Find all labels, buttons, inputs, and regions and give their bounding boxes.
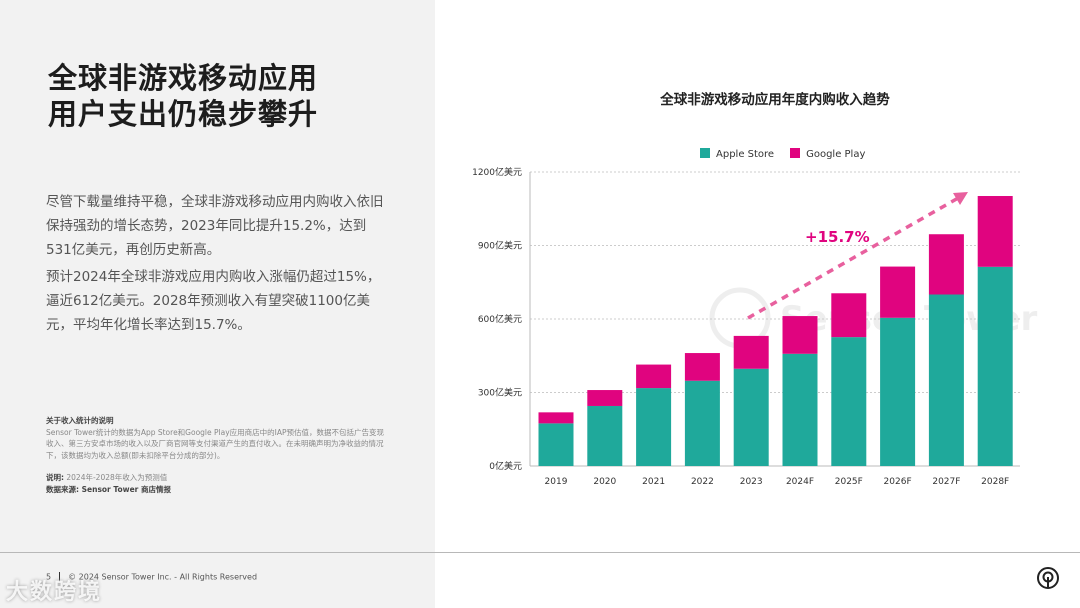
- legend-swatch-google: [790, 148, 801, 158]
- note-body: Sensor Tower统计的数据为App Store和Google Play应…: [46, 427, 385, 460]
- x-tick-label: 2026F: [884, 477, 912, 487]
- watermark: 大数跨境: [6, 580, 103, 605]
- explain-text: 2024年-2028年收入为预测值: [66, 473, 168, 482]
- page-title: 全球非游戏移动应用 用户支出仍稳步攀升: [48, 60, 318, 132]
- bar-google-2021: [636, 364, 672, 389]
- x-tick-label: 2028F: [981, 477, 1009, 487]
- explain-label: 说明:: [46, 473, 64, 482]
- legend-label-apple: Apple Store: [716, 149, 775, 160]
- bar-apple-2027F: [928, 294, 964, 466]
- x-tick-label: 2020: [593, 477, 616, 487]
- bar-chart: Sensor Tower0亿美元300亿美元600亿美元900亿美元1200亿美…: [472, 166, 1037, 487]
- x-tick-label: 2023: [740, 477, 763, 487]
- footer-divider: [0, 552, 1080, 553]
- paragraph-2: 预计2024年全球非游戏应用内购收入涨幅仍超过15%，逼近612亿美元。2028…: [46, 269, 381, 333]
- notes: 关于收入统计的说明 Sensor Tower统计的数据为App Store和Go…: [46, 415, 391, 495]
- bar-google-2026F: [880, 266, 916, 318]
- bar-apple-2025F: [831, 337, 867, 466]
- y-tick-label: 0亿美元: [489, 460, 522, 472]
- bar-apple-2022: [684, 380, 720, 466]
- note-heading: 关于收入统计的说明: [46, 416, 114, 425]
- x-tick-label: 2024F: [786, 477, 814, 487]
- footer-separator: [59, 572, 61, 582]
- x-tick-label: 2019: [545, 477, 568, 487]
- title-line-1: 全球非游戏移动应用: [48, 61, 319, 95]
- paragraph-1: 尽管下载量维持平稳，全球非游戏移动应用内购收入依旧保持强劲的增长态势，2023年…: [46, 194, 384, 258]
- x-tick-label: 2021: [642, 477, 665, 487]
- y-tick-label: 300亿美元: [478, 387, 522, 399]
- bar-apple-2019: [538, 423, 574, 466]
- bar-apple-2020: [587, 405, 623, 466]
- legend-apple: Apple Store: [700, 148, 774, 160]
- y-tick-label: 900亿美元: [478, 240, 522, 252]
- y-tick-label: 1200亿美元: [472, 166, 522, 178]
- bar-google-2019: [538, 412, 574, 424]
- x-tick-label: 2022: [691, 477, 714, 487]
- legend-google: Google Play: [790, 148, 865, 160]
- page-number: 5: [46, 572, 52, 582]
- x-tick-label: 2027F: [932, 477, 960, 487]
- bar-apple-2028F: [977, 266, 1013, 466]
- bar-apple-2024F: [782, 353, 818, 466]
- legend-label-google: Google Play: [806, 149, 866, 160]
- bar-google-2022: [684, 353, 720, 381]
- growth-annotation: +15.7%: [805, 228, 870, 246]
- copyright: © 2024 Sensor Tower Inc. - All Rights Re…: [68, 572, 258, 582]
- bar-google-2023: [733, 335, 769, 369]
- bar-google-2027F: [928, 234, 964, 295]
- y-tick-label: 600亿美元: [478, 313, 522, 325]
- footer: 5 © 2024 Sensor Tower Inc. - All Rights R…: [46, 572, 257, 582]
- bar-apple-2021: [636, 388, 672, 466]
- bar-apple-2023: [733, 368, 769, 466]
- chart-title: 全球非游戏移动应用年度内购收入趋势: [660, 92, 890, 108]
- chart-legend: Apple Store Google Play: [700, 148, 865, 160]
- bar-google-2020: [587, 390, 623, 406]
- trend-arrow-head-icon: [953, 192, 968, 205]
- bar-apple-2026F: [880, 317, 916, 466]
- bar-google-2024F: [782, 316, 818, 354]
- left-panel: 全球非游戏移动应用 用户支出仍稳步攀升 尽管下载量维持平稳，全球非游戏移动应用内…: [0, 0, 435, 608]
- bar-google-2025F: [831, 293, 867, 338]
- sensor-tower-logo-icon: [1037, 567, 1059, 589]
- bar-google-2028F: [977, 196, 1013, 267]
- title-line-2: 用户支出仍稳步攀升: [48, 97, 319, 131]
- data-source: 数据来源: Sensor Tower 商店情报: [46, 484, 171, 494]
- trend-arrow-line: [747, 195, 961, 320]
- x-tick-label: 2025F: [835, 477, 863, 487]
- legend-swatch-apple: [700, 148, 710, 158]
